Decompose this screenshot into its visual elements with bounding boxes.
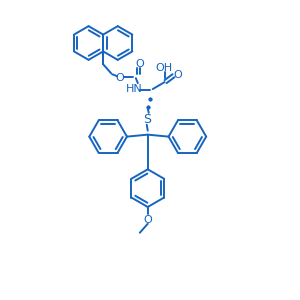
Text: O: O — [143, 215, 152, 225]
Text: O: O — [135, 59, 144, 69]
Text: O: O — [116, 73, 124, 83]
Text: S: S — [143, 113, 151, 126]
Text: HN: HN — [125, 84, 142, 94]
Text: OH: OH — [155, 63, 172, 73]
Text: O: O — [173, 70, 182, 80]
